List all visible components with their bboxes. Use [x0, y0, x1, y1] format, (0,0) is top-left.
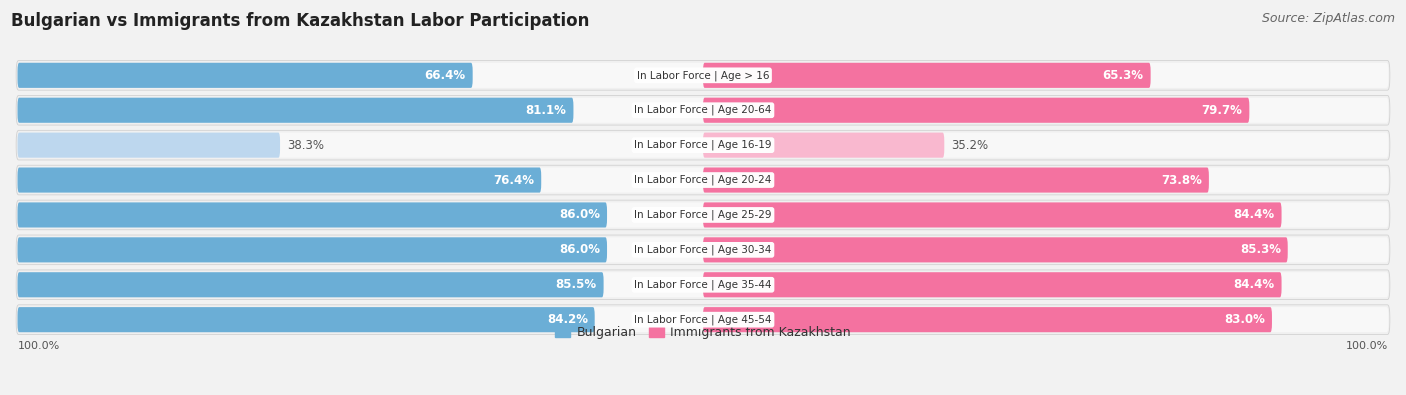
- Text: 84.2%: 84.2%: [547, 313, 588, 326]
- Text: In Labor Force | Age 16-19: In Labor Force | Age 16-19: [634, 140, 772, 150]
- FancyBboxPatch shape: [703, 307, 1272, 332]
- Text: 73.8%: 73.8%: [1161, 173, 1202, 186]
- Text: 79.7%: 79.7%: [1202, 104, 1243, 117]
- FancyBboxPatch shape: [15, 235, 1391, 265]
- Text: In Labor Force | Age 20-24: In Labor Force | Age 20-24: [634, 175, 772, 185]
- Text: Source: ZipAtlas.com: Source: ZipAtlas.com: [1261, 12, 1395, 25]
- FancyBboxPatch shape: [17, 167, 541, 193]
- FancyBboxPatch shape: [703, 237, 1288, 262]
- Text: 83.0%: 83.0%: [1225, 313, 1265, 326]
- Text: In Labor Force | Age > 16: In Labor Force | Age > 16: [637, 70, 769, 81]
- Text: 35.2%: 35.2%: [952, 139, 988, 152]
- FancyBboxPatch shape: [15, 165, 1391, 195]
- FancyBboxPatch shape: [17, 237, 1389, 262]
- FancyBboxPatch shape: [17, 307, 1389, 332]
- FancyBboxPatch shape: [17, 98, 574, 123]
- Text: 84.4%: 84.4%: [1233, 278, 1275, 291]
- Text: Bulgarian vs Immigrants from Kazakhstan Labor Participation: Bulgarian vs Immigrants from Kazakhstan …: [11, 12, 589, 30]
- FancyBboxPatch shape: [15, 200, 1391, 230]
- Text: 85.5%: 85.5%: [555, 278, 596, 291]
- FancyBboxPatch shape: [15, 305, 1391, 335]
- FancyBboxPatch shape: [703, 202, 1281, 228]
- Text: 100.0%: 100.0%: [17, 341, 59, 351]
- FancyBboxPatch shape: [17, 307, 595, 332]
- FancyBboxPatch shape: [703, 98, 1250, 123]
- FancyBboxPatch shape: [17, 202, 1389, 228]
- Text: 85.3%: 85.3%: [1240, 243, 1281, 256]
- Text: 65.3%: 65.3%: [1102, 69, 1143, 82]
- Text: 100.0%: 100.0%: [1347, 341, 1389, 351]
- Text: In Labor Force | Age 20-64: In Labor Force | Age 20-64: [634, 105, 772, 115]
- Text: 84.4%: 84.4%: [1233, 209, 1275, 222]
- FancyBboxPatch shape: [17, 237, 607, 262]
- Legend: Bulgarian, Immigrants from Kazakhstan: Bulgarian, Immigrants from Kazakhstan: [550, 322, 856, 344]
- FancyBboxPatch shape: [703, 133, 945, 158]
- FancyBboxPatch shape: [17, 167, 1389, 193]
- FancyBboxPatch shape: [703, 272, 1281, 297]
- FancyBboxPatch shape: [17, 98, 1389, 123]
- Text: In Labor Force | Age 45-54: In Labor Force | Age 45-54: [634, 314, 772, 325]
- FancyBboxPatch shape: [17, 202, 607, 228]
- Text: 81.1%: 81.1%: [526, 104, 567, 117]
- Text: In Labor Force | Age 25-29: In Labor Force | Age 25-29: [634, 210, 772, 220]
- FancyBboxPatch shape: [17, 133, 1389, 158]
- Text: 76.4%: 76.4%: [494, 173, 534, 186]
- FancyBboxPatch shape: [703, 167, 1209, 193]
- FancyBboxPatch shape: [15, 130, 1391, 160]
- FancyBboxPatch shape: [15, 60, 1391, 90]
- FancyBboxPatch shape: [17, 272, 603, 297]
- FancyBboxPatch shape: [17, 133, 280, 158]
- FancyBboxPatch shape: [15, 270, 1391, 299]
- FancyBboxPatch shape: [703, 63, 1150, 88]
- Text: 86.0%: 86.0%: [560, 243, 600, 256]
- FancyBboxPatch shape: [17, 272, 1389, 297]
- Text: 66.4%: 66.4%: [425, 69, 465, 82]
- Text: 86.0%: 86.0%: [560, 209, 600, 222]
- Text: In Labor Force | Age 35-44: In Labor Force | Age 35-44: [634, 280, 772, 290]
- FancyBboxPatch shape: [17, 63, 472, 88]
- FancyBboxPatch shape: [15, 96, 1391, 125]
- Text: 38.3%: 38.3%: [287, 139, 323, 152]
- Text: In Labor Force | Age 30-34: In Labor Force | Age 30-34: [634, 245, 772, 255]
- FancyBboxPatch shape: [17, 63, 1389, 88]
